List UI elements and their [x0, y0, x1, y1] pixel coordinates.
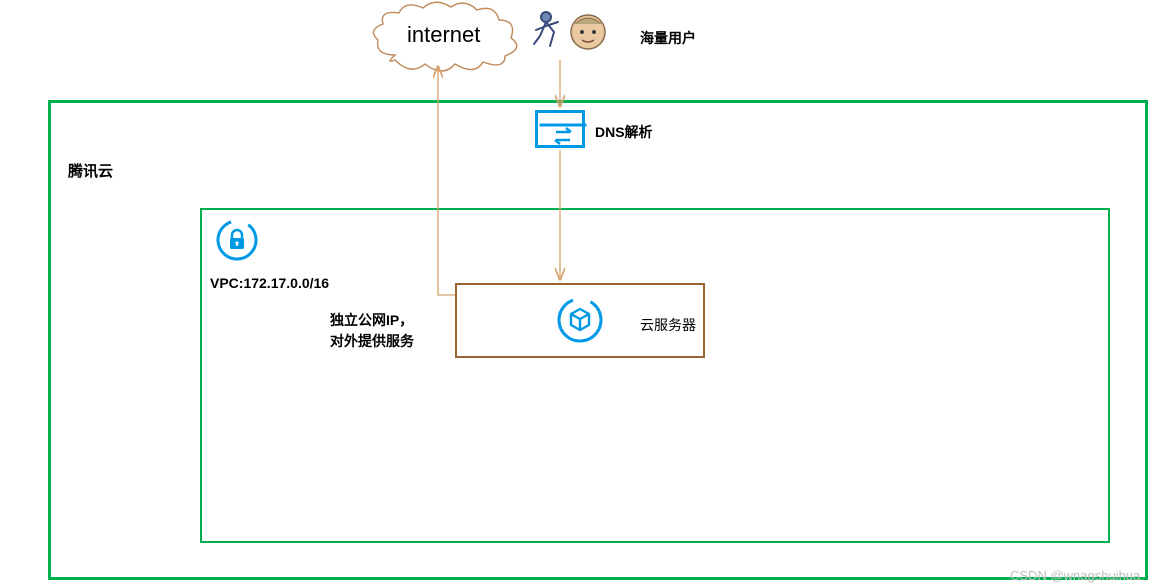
internet-cloud-label: internet [407, 22, 480, 48]
public-ip-label: 独立公网IP，对外提供服务 [330, 310, 414, 352]
vpc-box [200, 208, 1110, 543]
cloud-server-icon [555, 295, 605, 350]
users-icon [530, 10, 610, 60]
tencent-cloud-label: 腾讯云 [68, 160, 113, 181]
internet-cloud-icon: internet [365, 0, 525, 80]
dns-label: DNS解析 [595, 122, 653, 142]
users-label: 海量用户 [640, 28, 696, 48]
vpc-label: VPC:172.17.0.0/16 [210, 275, 329, 291]
vpc-lock-icon [215, 218, 259, 267]
watermark: CSDN @wnagshuihua [1010, 568, 1140, 583]
cloud-server-label: 云服务器 [640, 315, 696, 335]
dns-icon [535, 110, 585, 148]
